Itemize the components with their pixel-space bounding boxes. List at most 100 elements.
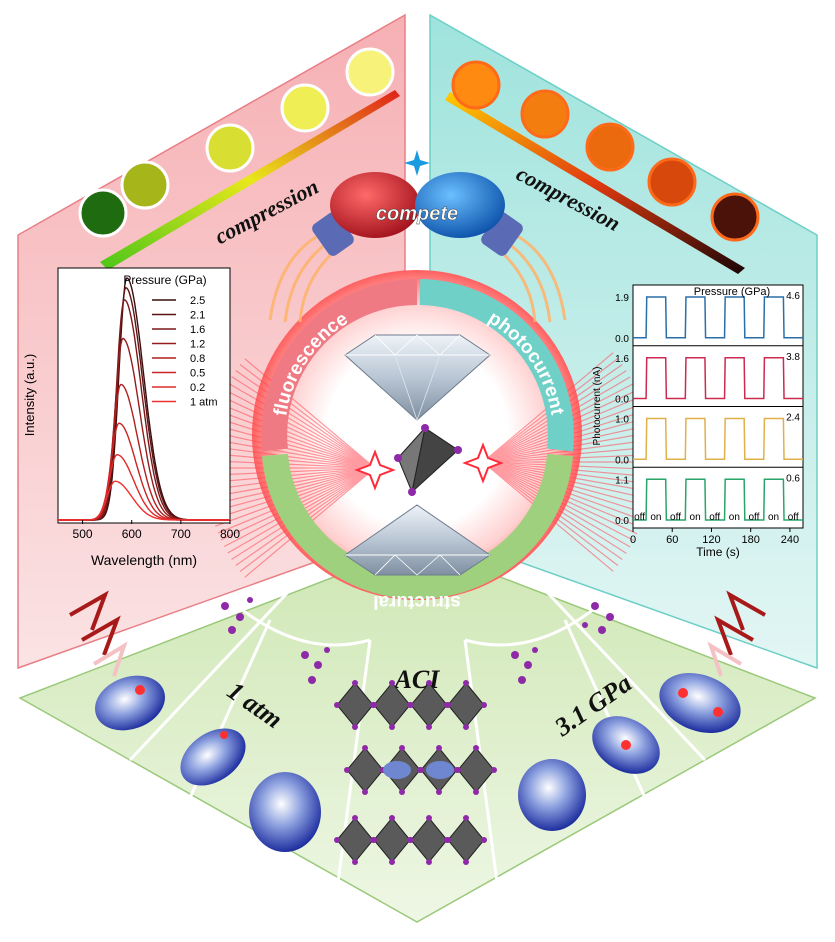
fluorescence-legend-label: 0.8	[190, 353, 205, 365]
photocurrent-x-tick-label: 120	[702, 534, 720, 546]
photocurrent-ymin-label: 0.0	[615, 516, 629, 527]
bottom-panel	[18, 544, 817, 923]
lattice-atom	[455, 767, 461, 773]
lattice-atom	[473, 789, 479, 795]
photocurrent-trace-0	[633, 296, 803, 339]
photocurrent-ymin-label: 0.0	[615, 395, 629, 406]
lattice-atom	[334, 837, 340, 843]
fluorescence-legend-label: 1.6	[190, 324, 205, 336]
fluorescence-x-axis-label: Wavelength (nm)	[91, 552, 197, 568]
red-glove	[312, 172, 420, 256]
lattice-atom	[344, 767, 350, 773]
fluorescence-x-ticks: 500 600 700 800	[73, 520, 240, 541]
right-compression-arrow	[445, 92, 745, 274]
lattice-atom	[362, 745, 368, 751]
photocurrent-x-axis-label: Time (s)	[696, 545, 740, 559]
photocurrent-x-tick-label: 60	[666, 534, 678, 546]
right-dot-3	[647, 157, 697, 207]
right-sparkle	[462, 442, 504, 484]
fluorescence-chart: 500 600 700 800 Intensity (a.u.) Wavelength…	[22, 267, 240, 568]
right-surface-3	[518, 759, 586, 831]
small-molecules	[221, 597, 614, 684]
photocurrent-cycle-label: off	[634, 512, 645, 523]
lattice-atom	[463, 680, 469, 686]
lattice-atom	[426, 680, 432, 686]
fluorescence-arc	[261, 279, 418, 452]
ray-left	[215, 409, 376, 469]
crystal-lattice	[334, 680, 497, 865]
lattice-atom	[408, 702, 414, 708]
center-burst	[252, 270, 582, 600]
photocurrent-ymax-label: 1.9	[615, 293, 629, 304]
compete-label: compete	[376, 203, 458, 225]
lattice-atom	[481, 837, 487, 843]
bottom-dividers	[128, 588, 707, 906]
lattice-atom	[426, 724, 432, 730]
lattice-atom	[473, 745, 479, 751]
lattice-atom	[334, 702, 340, 708]
fluorescence-legend-label: 1.2	[190, 339, 205, 351]
photocurrent-x-tick-label: 0	[630, 534, 636, 546]
lattice-atom	[389, 859, 395, 865]
lattice-atom	[399, 789, 405, 795]
lattice-atom	[463, 724, 469, 730]
photocurrent-x-ticks: 0 60 120 180 240	[630, 528, 799, 546]
fluorescence-legend: 2.5 2.1 1.6 1.2 0.8 0.5 0.2 1 atm	[152, 295, 218, 409]
photocurrent-cycle-label: on	[729, 512, 740, 523]
photocurrent-ymin-label: 0.0	[615, 455, 629, 466]
lattice-atom	[491, 767, 497, 773]
photocurrent-ymin-label: 0.0	[615, 334, 629, 345]
lattice-atom	[371, 837, 377, 843]
photocurrent-cycle-label: on	[690, 512, 701, 523]
photocurrent-cycle-label: off	[709, 512, 720, 523]
lattice-atom	[362, 789, 368, 795]
lattice-surface-b	[426, 761, 454, 779]
lattice-atom	[352, 680, 358, 686]
lattice-atom	[463, 859, 469, 865]
fluorescence-legend-label: 1 atm	[190, 397, 218, 409]
ray-left	[205, 459, 376, 469]
left-dot-1	[120, 160, 170, 210]
fluorescence-legend-label: 0.2	[190, 382, 205, 394]
lattice-atom	[389, 680, 395, 686]
fluorescence-legend-label: 2.1	[190, 310, 205, 322]
photocurrent-trace-3	[633, 478, 803, 521]
ray-left	[208, 430, 376, 469]
ray-left	[223, 388, 376, 469]
ray-left	[210, 423, 376, 469]
photocurrent-pressure-label: 4.6	[786, 291, 800, 302]
photocurrent-trace-2	[633, 417, 803, 460]
left-surface-2	[180, 728, 246, 786]
octahedron	[394, 424, 462, 496]
right-dot-1	[520, 89, 570, 139]
lattice-atom	[436, 789, 442, 795]
right-surface-2	[592, 716, 660, 774]
right-chevron-icon	[707, 590, 766, 677]
fluorescence-curves	[58, 277, 230, 521]
lattice-atom	[481, 702, 487, 708]
left-sparkle	[354, 449, 396, 491]
lattice-atom	[389, 815, 395, 821]
left-surface-3	[249, 772, 321, 852]
left-dot-4	[345, 47, 395, 97]
ray-left	[205, 452, 376, 469]
photocurrent-arc	[419, 279, 574, 452]
right-dot-2	[585, 122, 635, 172]
ray-left	[235, 370, 376, 469]
bottom-diamond	[344, 504, 491, 576]
ray-left	[207, 437, 376, 469]
ray-left	[244, 358, 376, 469]
lattice-atom	[445, 837, 451, 843]
fluorescence-x-tick-label: 800	[220, 527, 240, 541]
ray-right	[482, 439, 652, 463]
photocurrent-ymax-label: 1.6	[615, 354, 629, 365]
structural-label: structural	[373, 591, 461, 612]
ray-left	[217, 402, 376, 469]
blue-glove	[415, 172, 523, 256]
photocurrent-chart: 1.9 0.0 4.6 1.6 0.0 3.8 1.0 0.0 2.4 1.1 0.0 0.6 0 60…	[592, 284, 804, 559]
lattice-atom	[389, 724, 395, 730]
photocurrent-ymax-label: 1.0	[615, 415, 629, 426]
lattice-atom	[426, 815, 432, 821]
structural-arc	[262, 453, 573, 599]
